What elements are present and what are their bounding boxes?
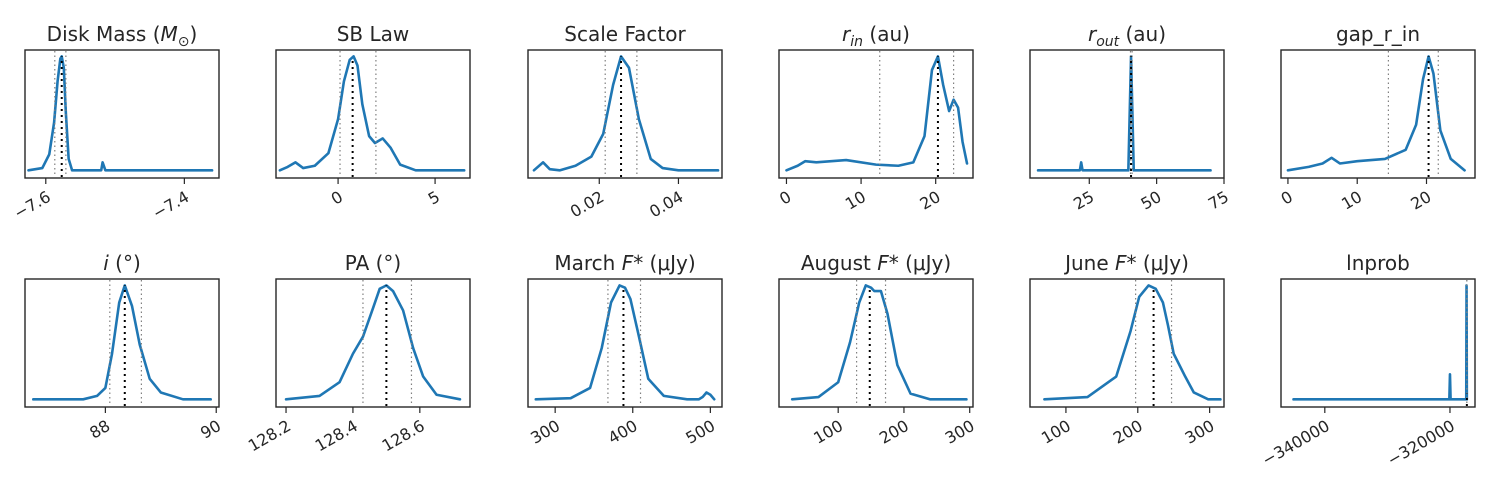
x-tick-label: 200	[1110, 416, 1146, 448]
plot-frame	[1280, 49, 1476, 179]
subplot-7: i (°) 88 90	[24, 251, 224, 443]
x-tick-label: 100	[1038, 416, 1074, 448]
posterior-curve	[790, 284, 968, 401]
subplot-8: PA (°) 128.2 128.4 128.6	[245, 251, 471, 455]
subplot-title: Disk Mass (M⊙)	[47, 22, 198, 50]
x-tick-label: −7.6	[11, 187, 54, 223]
x-tick-label: 20	[917, 187, 944, 214]
plot-frame	[527, 278, 723, 408]
posterior-curve	[532, 55, 720, 172]
x-tick-label: −320000	[1384, 416, 1458, 470]
x-tick-label: 0	[328, 187, 346, 209]
subplot-title: June F* (μJy)	[1063, 251, 1189, 275]
x-tick-label: 128.4	[312, 416, 361, 455]
posterior-curve	[1036, 55, 1212, 172]
x-tick-label: 128.2	[245, 416, 294, 455]
subplot-title: lnprob	[1346, 251, 1410, 275]
x-tick-label: 300	[1182, 416, 1218, 448]
posterior-curve	[534, 284, 716, 401]
x-tick-label: 0.02	[567, 187, 607, 221]
subplot-4: rin (au) 0 10 20	[776, 22, 974, 214]
x-tick-label: 88	[86, 416, 113, 443]
x-tick-label: 5	[425, 187, 443, 209]
x-tick-label: 100	[810, 416, 846, 448]
x-tick-label: 500	[682, 416, 718, 448]
posterior-curve	[32, 284, 212, 401]
x-tick-label: 25	[1070, 187, 1097, 214]
subplot-title: March F* (μJy)	[554, 251, 695, 275]
plot-frame	[778, 278, 974, 408]
subplot-2: SB Law 0 5	[275, 22, 471, 209]
x-tick-label: 75	[1205, 187, 1232, 214]
subplot-3: Scale Factor 0.02 0.04	[527, 22, 723, 221]
plot-frame	[527, 49, 723, 179]
subplot-title: i (°)	[103, 251, 141, 275]
posterior-curve	[785, 55, 969, 172]
plot-frame	[1029, 49, 1225, 179]
x-tick-label: 0	[1278, 187, 1296, 209]
plot-frame	[24, 49, 220, 179]
subplot-6: gap_r_in 0 10 20	[1278, 22, 1476, 214]
subplot-9: March F* (μJy) 300 400 500	[527, 251, 723, 448]
x-tick-label: −7.4	[149, 187, 192, 223]
subplot-5: rout (au) 25 50 75	[1029, 22, 1232, 214]
plot-frame	[24, 278, 220, 408]
subplot-title: PA (°)	[345, 251, 401, 275]
x-tick-label: 128.6	[379, 416, 428, 455]
subplot-title: Scale Factor	[564, 22, 686, 46]
subplot-title: rout (au)	[1088, 22, 1166, 50]
posterior-curve	[1043, 284, 1222, 401]
plot-frame	[275, 278, 471, 408]
subplot-title: rin (au)	[842, 22, 910, 50]
x-tick-label: −340000	[1259, 416, 1333, 470]
posterior-curve	[284, 284, 462, 401]
x-tick-label: 400	[605, 416, 641, 448]
x-tick-label: 300	[942, 416, 978, 448]
x-tick-label: 20	[1407, 187, 1434, 214]
subplot-title: SB Law	[337, 22, 410, 46]
x-tick-label: 0.04	[646, 187, 686, 221]
x-tick-label: 0	[776, 187, 794, 209]
x-tick-label: 10	[842, 187, 869, 214]
posterior-curve	[1292, 284, 1469, 401]
posterior-curve	[1286, 55, 1466, 172]
x-tick-label: 50	[1138, 187, 1165, 214]
x-tick-label: 300	[527, 416, 563, 448]
plot-frame	[778, 49, 974, 179]
subplot-11: June F* (μJy) 100 200 300	[1029, 251, 1225, 448]
plot-frame	[275, 49, 471, 179]
x-tick-label: 10	[1338, 187, 1365, 214]
subplot-12: lnprob −340000 −320000	[1259, 251, 1476, 470]
subplot-1: Disk Mass (M⊙) −7.6 −7.4	[11, 22, 220, 223]
subplot-title: August F* (μJy)	[801, 251, 951, 275]
posterior-curve	[278, 55, 466, 172]
subplot-title: gap_r_in	[1336, 22, 1420, 46]
plot-frame	[1280, 278, 1476, 408]
posterior-curve	[27, 55, 214, 172]
subplot-10: August F* (μJy) 100 200 300	[778, 251, 978, 448]
x-tick-label: 200	[876, 416, 912, 448]
x-tick-label: 90	[197, 416, 224, 443]
plot-frame	[1029, 278, 1225, 408]
